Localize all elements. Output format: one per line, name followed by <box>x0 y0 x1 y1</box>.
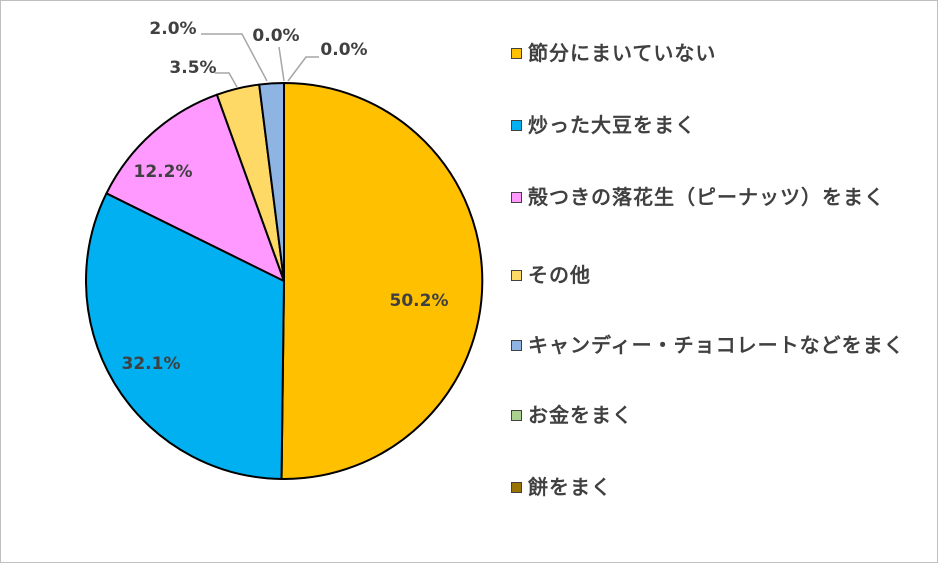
legend-label: 餅をまく <box>528 475 612 499</box>
legend-label: お金をまく <box>528 403 633 427</box>
pie-slice <box>85 192 285 480</box>
legend-swatch <box>511 410 522 421</box>
data-label: 3.5% <box>169 58 216 78</box>
data-label: 0.0% <box>320 40 367 60</box>
pie-slice <box>280 82 484 480</box>
data-label: 32.1% <box>122 354 181 374</box>
leader-line <box>278 46 285 82</box>
legend-label: 殻つきの落花生（ピーナッツ）をまく <box>528 185 885 209</box>
pie-slice <box>105 93 285 282</box>
legend-label: 炒った大豆をまく <box>528 113 696 137</box>
legend-label: キャンディー・チョコレートなどをまく <box>528 333 905 357</box>
legend-swatch <box>511 340 522 351</box>
legend-swatch <box>511 120 522 131</box>
data-label: 12.2% <box>134 162 193 182</box>
data-label: 0.0% <box>252 26 299 46</box>
leader-line <box>201 33 268 82</box>
legend-swatch <box>511 482 522 493</box>
pie-slice <box>258 81 285 282</box>
legend-label: その他 <box>528 263 591 287</box>
legend-swatch <box>511 270 522 281</box>
data-label: 2.0% <box>149 19 196 39</box>
legend-swatch <box>511 48 522 59</box>
legend-swatch <box>511 192 522 203</box>
data-label: 50.2% <box>390 291 449 311</box>
leader-line <box>215 72 238 88</box>
legend-label: 節分にまいていない <box>528 41 717 65</box>
leader-line <box>287 56 319 82</box>
